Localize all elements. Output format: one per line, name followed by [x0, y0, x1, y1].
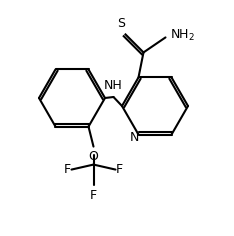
Text: F: F [90, 189, 97, 202]
Text: NH: NH [104, 79, 123, 92]
Text: F: F [64, 163, 71, 176]
Text: N: N [130, 131, 139, 144]
Text: S: S [117, 17, 125, 30]
Text: O: O [88, 150, 99, 163]
Text: F: F [116, 163, 123, 176]
Text: NH$_2$: NH$_2$ [169, 28, 194, 43]
